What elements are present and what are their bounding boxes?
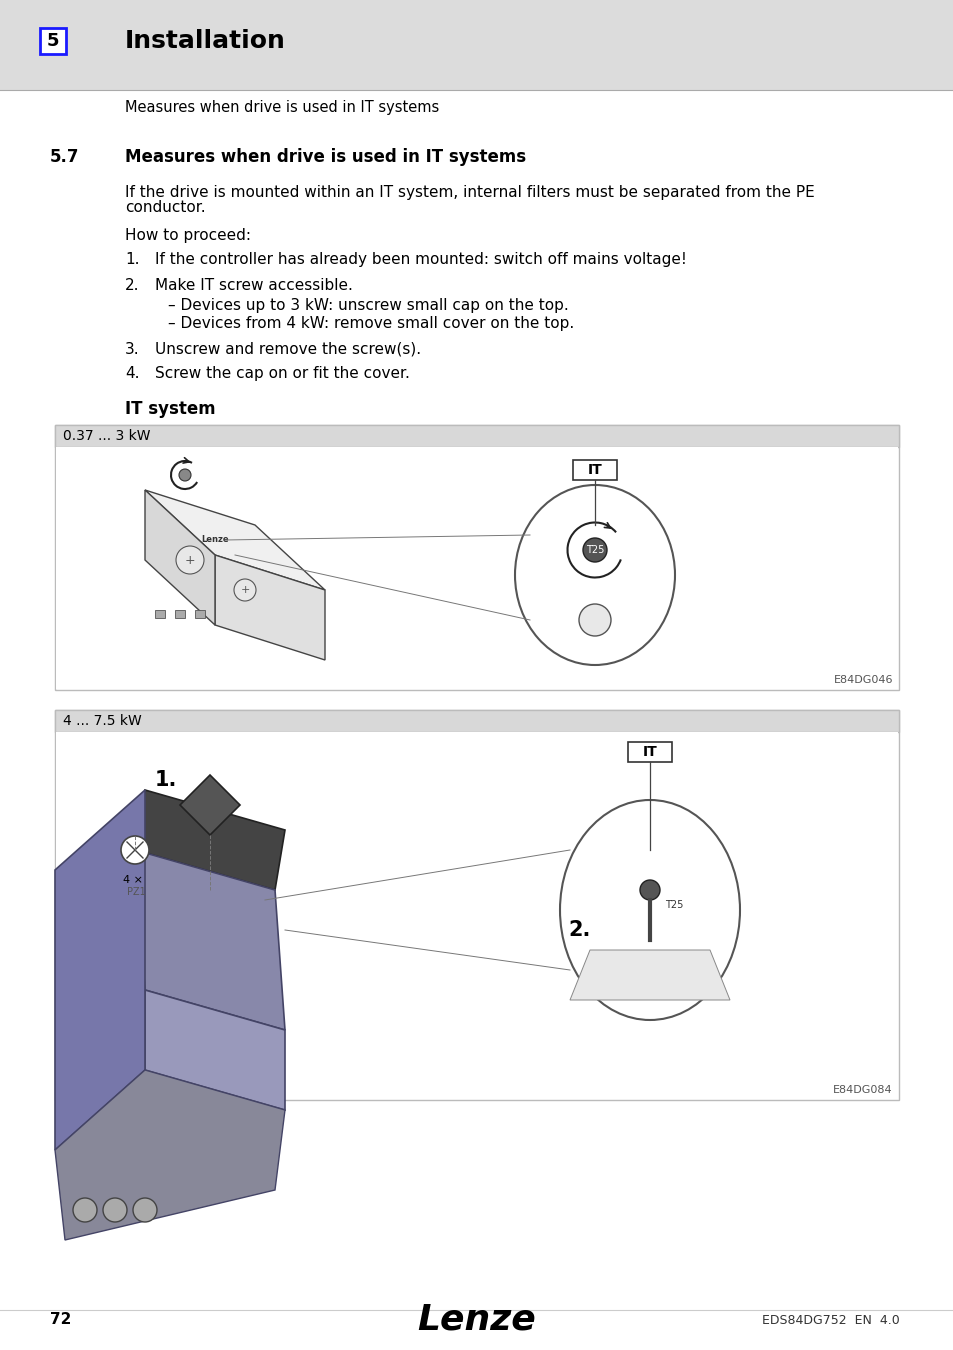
Polygon shape bbox=[214, 555, 325, 660]
Bar bbox=[55, 710, 898, 732]
Polygon shape bbox=[145, 490, 325, 590]
Circle shape bbox=[639, 880, 659, 900]
Polygon shape bbox=[569, 950, 729, 1000]
Text: 2.: 2. bbox=[125, 278, 139, 293]
Bar bbox=[573, 460, 617, 481]
Bar bbox=[174, 610, 185, 618]
Bar bbox=[194, 610, 205, 618]
Text: T25: T25 bbox=[664, 900, 682, 910]
Text: Installation: Installation bbox=[125, 28, 286, 53]
Text: If the controller has already been mounted: switch off mains voltage!: If the controller has already been mount… bbox=[154, 252, 686, 267]
Text: EDS84DG752  EN  4.0: EDS84DG752 EN 4.0 bbox=[761, 1314, 899, 1327]
Bar bbox=[55, 425, 898, 447]
Text: E84DG084: E84DG084 bbox=[833, 1085, 892, 1095]
Text: +: + bbox=[240, 585, 250, 595]
Text: IT system: IT system bbox=[125, 400, 215, 418]
Text: 4.: 4. bbox=[125, 366, 139, 381]
Bar bbox=[56, 447, 897, 688]
Circle shape bbox=[582, 539, 606, 562]
Bar bbox=[56, 732, 897, 1099]
Text: Measures when drive is used in IT systems: Measures when drive is used in IT system… bbox=[125, 148, 525, 166]
Bar bbox=[627, 743, 671, 761]
Text: +: + bbox=[185, 554, 195, 567]
Text: Measures when drive is used in IT systems: Measures when drive is used in IT system… bbox=[125, 100, 438, 115]
Text: – Devices from 4 kW: remove small cover on the top.: – Devices from 4 kW: remove small cover … bbox=[168, 316, 574, 331]
Text: IT: IT bbox=[587, 463, 601, 477]
Text: T25: T25 bbox=[585, 545, 603, 555]
Text: 5: 5 bbox=[47, 32, 59, 50]
Circle shape bbox=[73, 1197, 97, 1222]
Text: Lenze: Lenze bbox=[201, 536, 229, 544]
Polygon shape bbox=[55, 1071, 285, 1241]
Bar bbox=[0, 0, 953, 90]
Text: 1.: 1. bbox=[154, 769, 177, 790]
Ellipse shape bbox=[559, 801, 740, 1021]
Text: – Devices up to 3 kW: unscrew small cap on the top.: – Devices up to 3 kW: unscrew small cap … bbox=[168, 298, 568, 313]
Circle shape bbox=[132, 1197, 157, 1222]
Text: 0.37 ... 3 kW: 0.37 ... 3 kW bbox=[63, 429, 151, 443]
Text: IT: IT bbox=[642, 745, 657, 759]
Polygon shape bbox=[145, 990, 285, 1110]
Circle shape bbox=[233, 579, 255, 601]
Text: Make IT screw accessible.: Make IT screw accessible. bbox=[154, 278, 353, 293]
Circle shape bbox=[179, 468, 191, 481]
Circle shape bbox=[175, 545, 204, 574]
Circle shape bbox=[578, 603, 610, 636]
Bar bbox=[154, 610, 165, 618]
Text: Unscrew and remove the screw(s).: Unscrew and remove the screw(s). bbox=[154, 342, 420, 356]
Circle shape bbox=[103, 1197, 127, 1222]
Bar bbox=[55, 425, 898, 690]
Polygon shape bbox=[135, 850, 285, 1030]
Text: Lenze: Lenze bbox=[417, 1303, 536, 1336]
Bar bbox=[55, 710, 898, 1100]
Text: 4 ... 7.5 kW: 4 ... 7.5 kW bbox=[63, 714, 142, 728]
Text: PZ1: PZ1 bbox=[127, 887, 146, 896]
Text: How to proceed:: How to proceed: bbox=[125, 228, 251, 243]
Ellipse shape bbox=[515, 485, 675, 666]
Text: E84DG046: E84DG046 bbox=[833, 675, 892, 684]
Text: 5.7: 5.7 bbox=[50, 148, 79, 166]
Text: If the drive is mounted within an IT system, internal filters must be separated : If the drive is mounted within an IT sys… bbox=[125, 185, 814, 200]
Circle shape bbox=[121, 836, 149, 864]
Polygon shape bbox=[135, 790, 285, 890]
Polygon shape bbox=[180, 775, 240, 836]
Text: conductor.: conductor. bbox=[125, 200, 206, 215]
Text: 4 ×: 4 × bbox=[123, 875, 143, 886]
Bar bbox=[40, 28, 66, 54]
Text: 1.: 1. bbox=[125, 252, 139, 267]
Text: 72: 72 bbox=[50, 1312, 71, 1327]
Text: 3.: 3. bbox=[125, 342, 139, 356]
Text: Screw the cap on or fit the cover.: Screw the cap on or fit the cover. bbox=[154, 366, 410, 381]
Polygon shape bbox=[55, 790, 145, 1150]
Polygon shape bbox=[145, 490, 214, 625]
Text: 2.: 2. bbox=[568, 919, 591, 940]
